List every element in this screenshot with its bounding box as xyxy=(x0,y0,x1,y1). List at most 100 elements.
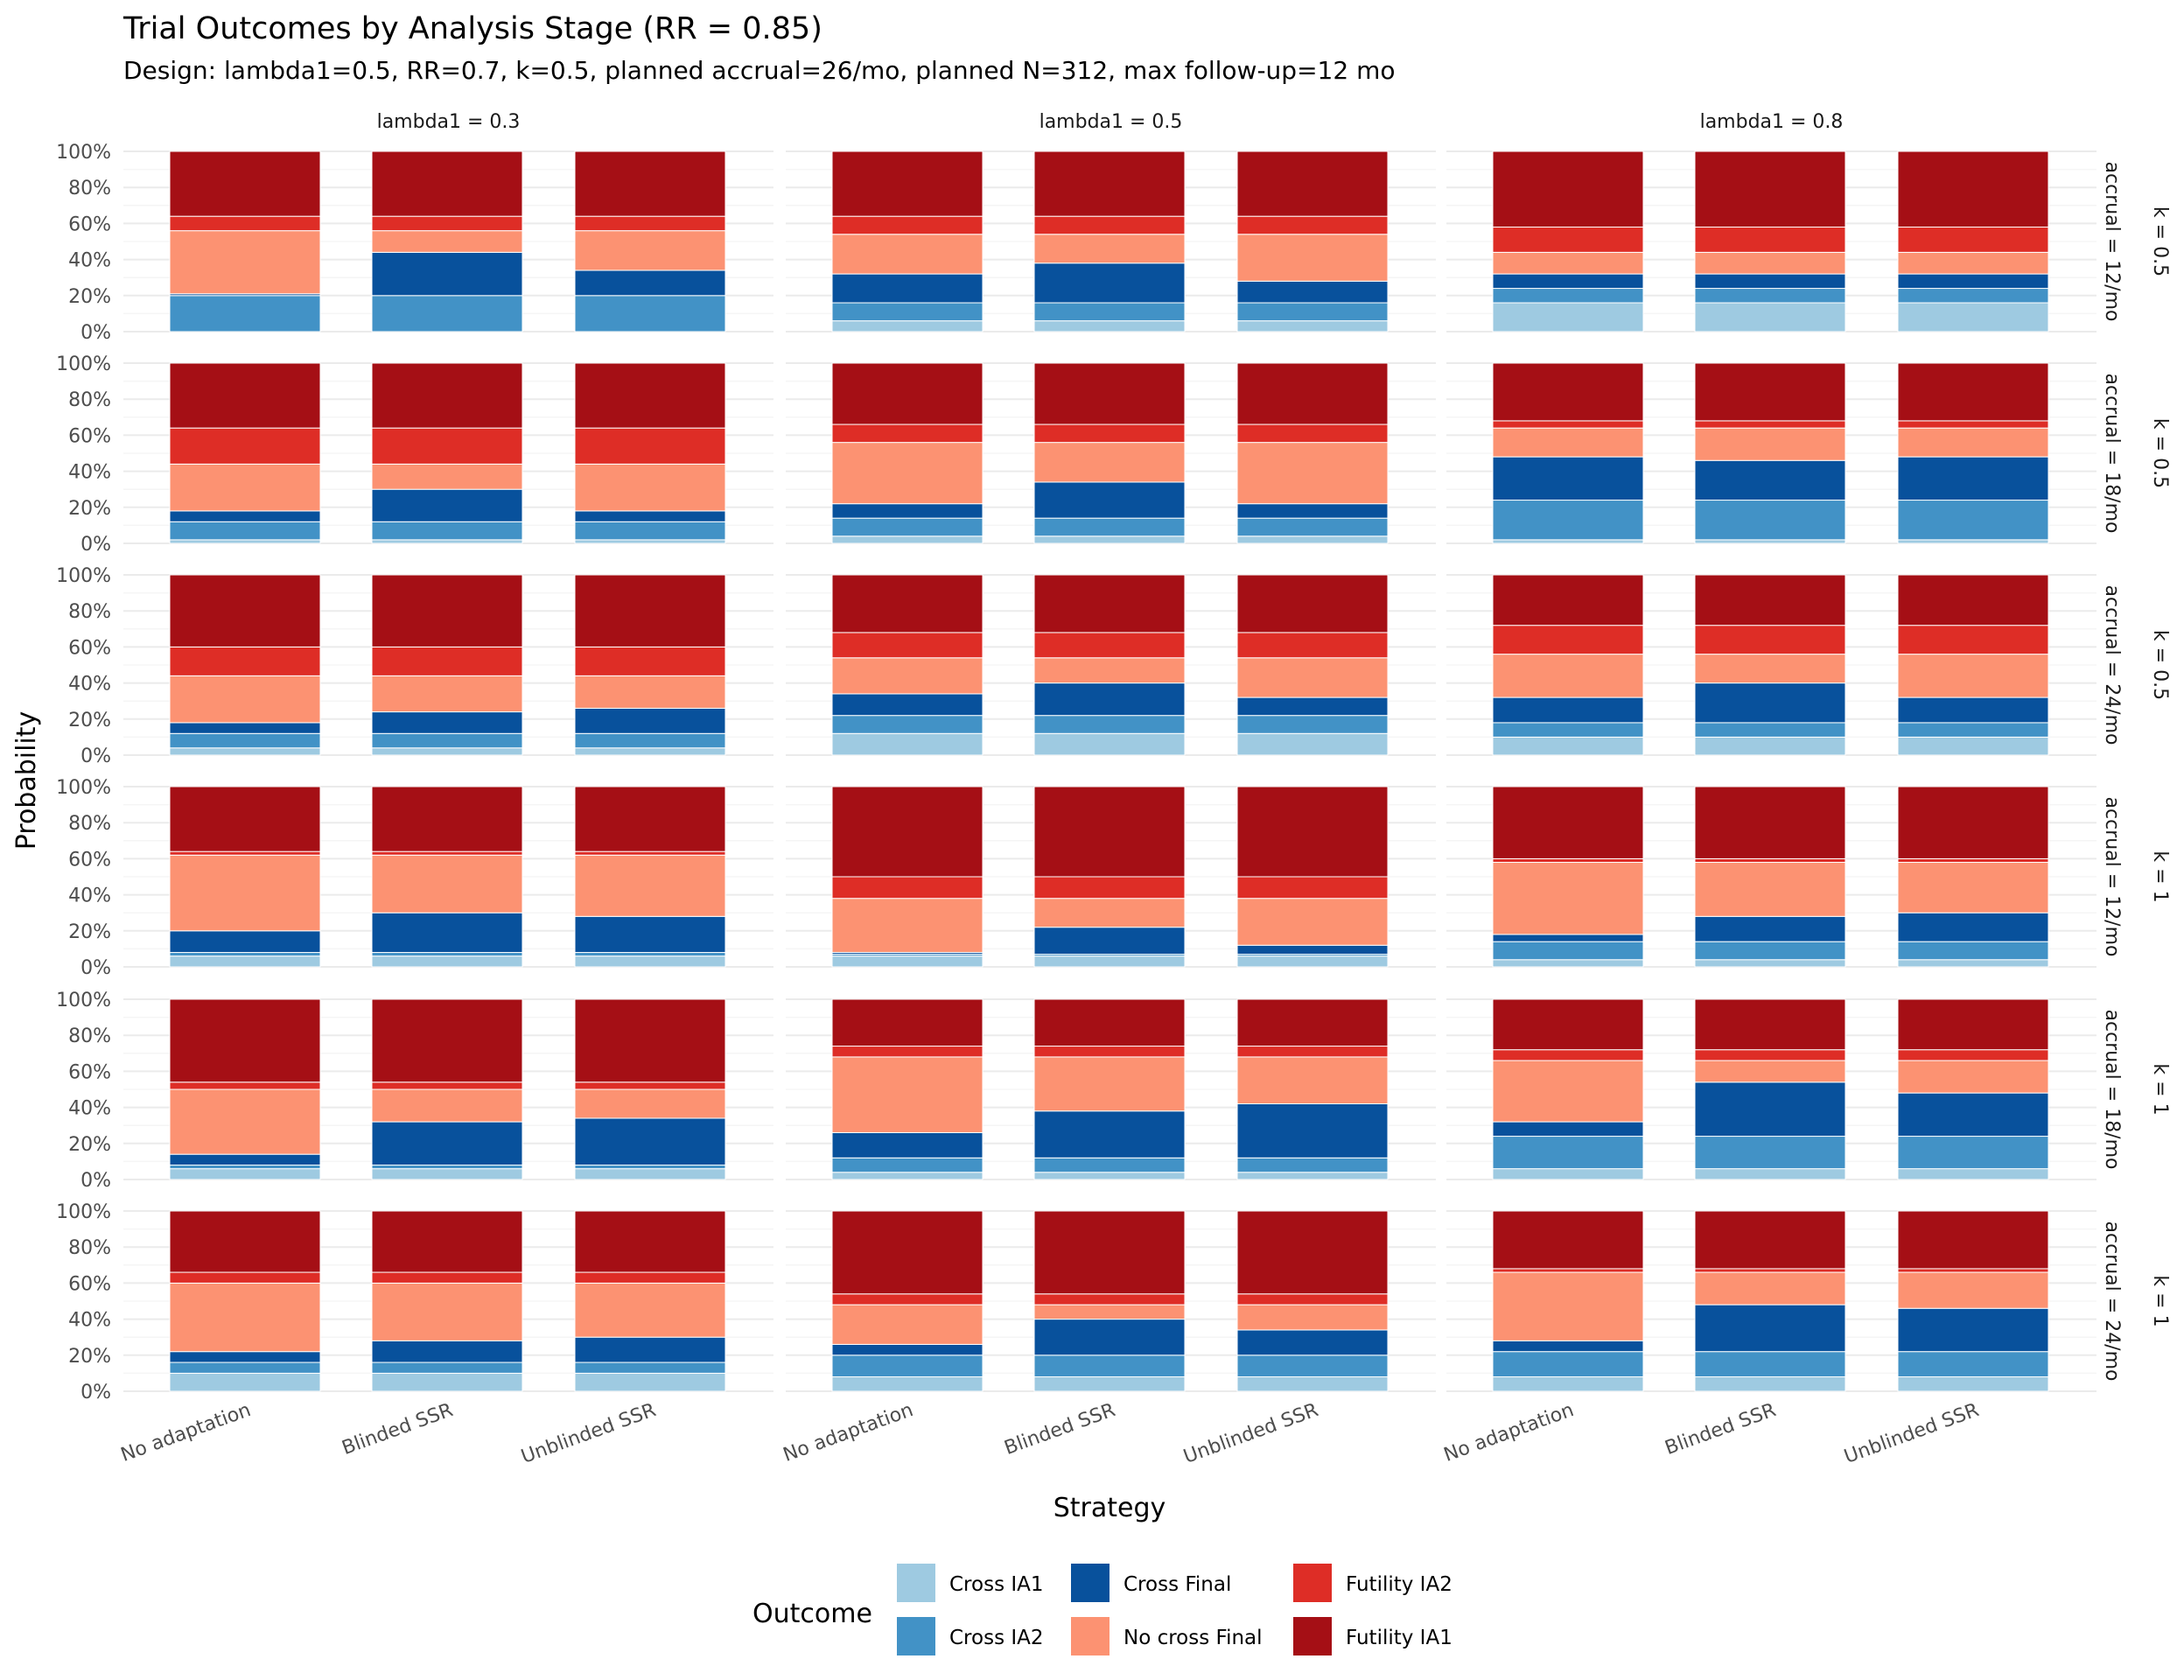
bar-segment-futility-ia1 xyxy=(831,1210,984,1295)
legend-label: Cross IA2 xyxy=(949,1627,1044,1649)
bar-segment-cross-ia2 xyxy=(169,1362,321,1374)
bar-segment-cross-ia2 xyxy=(831,1354,984,1378)
bar-segment-futility-ia2 xyxy=(574,215,726,232)
bar-segment-cross-ia1 xyxy=(371,747,523,756)
bar-segment-cross-final xyxy=(1033,682,1186,717)
bar-segment-cross-ia2 xyxy=(574,952,726,957)
legend-label: Futility IA1 xyxy=(1346,1627,1452,1649)
bar-segment-cross-ia1 xyxy=(1033,1172,1186,1180)
y-tick-label: 40% xyxy=(68,886,111,907)
bar-segment-futility-ia1 xyxy=(1236,150,1389,217)
bar-segment-no-cross-final xyxy=(1492,251,1644,275)
bar-segment-futility-ia1 xyxy=(831,998,984,1047)
bar-segment-futility-ia2 xyxy=(371,1271,523,1284)
x-axis-label: Strategy xyxy=(1054,1493,1166,1523)
facet-column-label: lambda1 = 0.8 xyxy=(1700,111,1844,133)
bar-segment-cross-final xyxy=(1694,273,1846,290)
bar-segment-futility-ia1 xyxy=(1897,362,2049,422)
facet-panel xyxy=(786,1210,1436,1392)
bar-segment-no-cross-final xyxy=(574,1088,726,1119)
bar-segment-cross-ia2 xyxy=(831,715,984,734)
bar-segment-cross-final xyxy=(574,1117,726,1166)
bar-segment-cross-ia2 xyxy=(1033,302,1186,322)
bar-segment-futility-ia1 xyxy=(1694,786,1846,859)
bar-segment-cross-ia2 xyxy=(1694,288,1846,304)
bar-segment-futility-ia1 xyxy=(169,574,321,648)
x-tick-label: Blinded SSR xyxy=(340,1399,456,1460)
bar-segment-cross-final xyxy=(1492,273,1644,290)
bar-segment-futility-ia2 xyxy=(1694,1049,1846,1061)
bar-segment-cross-final xyxy=(1236,696,1389,717)
bar-segment-futility-ia2 xyxy=(1897,1268,2049,1273)
bar-segment-cross-ia2 xyxy=(574,1362,726,1374)
bar-segment-cross-ia1 xyxy=(1492,539,1644,544)
bar-segment-cross-ia1 xyxy=(831,1376,984,1392)
bar-segment-cross-final xyxy=(1897,1092,2049,1138)
bar-segment-futility-ia2 xyxy=(1033,1046,1186,1058)
bar-segment-futility-ia2 xyxy=(1694,227,1846,253)
legend-item: Cross IA2 xyxy=(897,1617,1044,1656)
bar-segment-futility-ia2 xyxy=(1236,215,1389,235)
bar-segment-futility-ia1 xyxy=(1236,1210,1389,1295)
bar-segment-cross-ia2 xyxy=(371,1165,523,1170)
bar-segment-no-cross-final xyxy=(1492,1060,1644,1123)
y-tick-label: 20% xyxy=(68,498,111,520)
bar-segment-cross-ia2 xyxy=(1492,722,1644,738)
facet-row-label-k: k = 0.5 xyxy=(2149,206,2171,276)
y-tick-label: 100% xyxy=(56,142,111,164)
bar-segment-cross-ia1 xyxy=(1694,539,1846,544)
bar-segment-cross-final xyxy=(1897,1307,2049,1353)
bar-segment-cross-ia1 xyxy=(574,747,726,756)
bar-segment-no-cross-final xyxy=(574,675,726,709)
bar-segment-cross-ia1 xyxy=(169,747,321,756)
bar-segment-futility-ia2 xyxy=(1033,1293,1186,1306)
bar-segment-futility-ia2 xyxy=(1492,858,1644,864)
bar-segment-futility-ia2 xyxy=(1694,1268,1846,1273)
bar-segment-futility-ia1 xyxy=(1033,150,1186,217)
bar-segment-no-cross-final xyxy=(1492,1271,1644,1341)
bar-segment-cross-ia1 xyxy=(371,1372,523,1392)
legend-label: Futility IA2 xyxy=(1346,1573,1452,1596)
y-tick-label: 100% xyxy=(56,990,111,1012)
bar-segment-no-cross-final xyxy=(1897,1271,2049,1309)
bar-segment-no-cross-final xyxy=(1492,654,1644,698)
bar-segment-cross-final xyxy=(1033,1319,1186,1356)
bar-segment-cross-ia2 xyxy=(574,1165,726,1170)
bar-segment-cross-ia1 xyxy=(1033,1376,1186,1392)
y-tick-label: 20% xyxy=(68,921,111,943)
bar-segment-cross-final xyxy=(1694,459,1846,501)
facet-panel xyxy=(123,574,774,756)
y-tick-label: 0% xyxy=(80,1170,111,1192)
bar-segment-no-cross-final xyxy=(574,854,726,917)
bar-segment-cross-ia1 xyxy=(1236,1172,1389,1180)
bar-segment-futility-ia2 xyxy=(1492,1049,1644,1061)
bar-segment-futility-ia2 xyxy=(831,1046,984,1058)
facet-panel xyxy=(1446,362,2096,544)
bar-segment-cross-final xyxy=(169,1351,321,1363)
facet-row-label-accrual: accrual = 12/mo xyxy=(2101,797,2123,957)
x-tick-label: Blinded SSR xyxy=(1662,1399,1779,1460)
bar-segment-futility-ia1 xyxy=(831,362,984,425)
bar-segment-cross-ia1 xyxy=(574,956,726,968)
y-tick-label: 0% xyxy=(80,534,111,556)
bar-segment-cross-ia1 xyxy=(1033,536,1186,544)
facet-row-label-k: k = 0.5 xyxy=(2149,630,2171,700)
bar-segment-futility-ia1 xyxy=(831,150,984,217)
bar-segment-cross-ia2 xyxy=(371,952,523,957)
bar-segment-cross-ia1 xyxy=(1492,959,1644,968)
bar-segment-futility-ia2 xyxy=(1897,625,2049,655)
bar-segment-no-cross-final xyxy=(1492,862,1644,935)
facet-panel xyxy=(786,998,1436,1180)
bar-segment-futility-ia1 xyxy=(1236,998,1389,1047)
bar-segment-futility-ia1 xyxy=(169,362,321,429)
bar-segment-futility-ia2 xyxy=(831,215,984,235)
bar-segment-futility-ia2 xyxy=(1033,424,1186,444)
x-tick-label: Unblinded SSR xyxy=(518,1399,659,1468)
legend-item: No cross Final xyxy=(1071,1617,1263,1656)
bar-segment-futility-ia2 xyxy=(1236,1046,1389,1058)
legend-swatch xyxy=(897,1564,935,1602)
bar-segment-cross-final xyxy=(1694,1304,1846,1353)
bar-segment-futility-ia2 xyxy=(1236,876,1389,900)
bar-segment-cross-ia2 xyxy=(169,732,321,749)
